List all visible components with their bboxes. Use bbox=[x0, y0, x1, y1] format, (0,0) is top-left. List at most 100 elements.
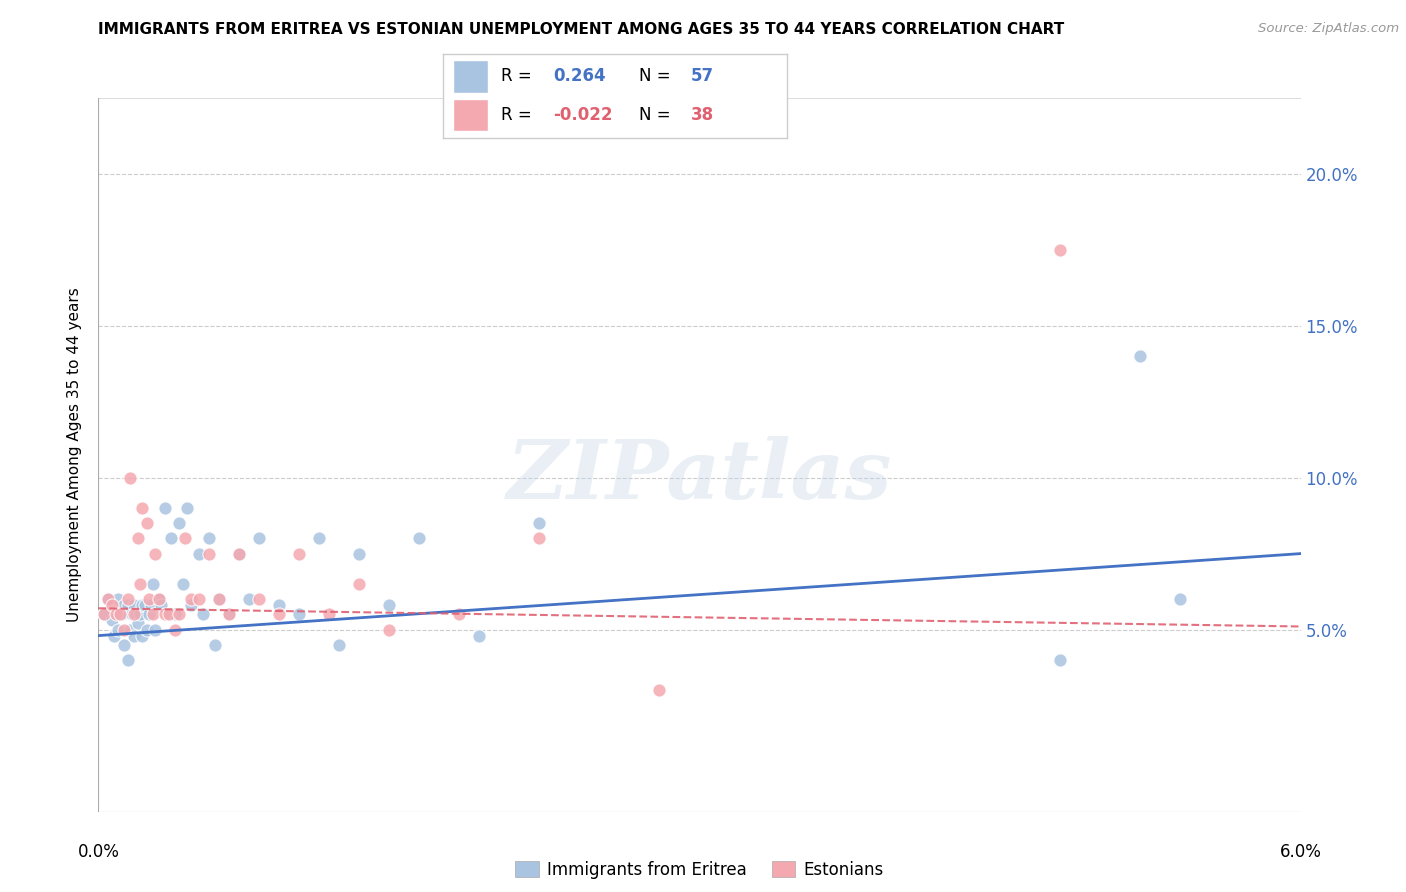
Point bbox=[111, 607, 134, 622]
Text: -0.022: -0.022 bbox=[553, 106, 613, 124]
Point bbox=[172, 577, 194, 591]
Text: ZIPatlas: ZIPatlas bbox=[506, 436, 893, 516]
Point bbox=[267, 599, 290, 613]
Y-axis label: Unemployment Among Ages 35 to 44 years: Unemployment Among Ages 35 to 44 years bbox=[67, 287, 83, 623]
FancyBboxPatch shape bbox=[453, 61, 488, 93]
Text: IMMIGRANTS FROM ERITREA VS ESTONIAN UNEMPLOYMENT AMONG AGES 35 TO 44 YEARS CORRE: IMMIGRANTS FROM ERITREA VS ESTONIAN UNEM… bbox=[98, 22, 1064, 37]
Point bbox=[129, 577, 152, 591]
Point bbox=[157, 607, 180, 622]
Text: 6.0%: 6.0% bbox=[1279, 843, 1322, 861]
Point bbox=[97, 592, 120, 607]
Point bbox=[101, 599, 124, 613]
Point bbox=[114, 623, 136, 637]
Point bbox=[143, 547, 166, 561]
Point bbox=[149, 599, 172, 613]
Point bbox=[128, 616, 150, 631]
Text: R =: R = bbox=[502, 68, 537, 86]
Point bbox=[197, 547, 219, 561]
Point bbox=[141, 607, 163, 622]
Point bbox=[141, 577, 163, 591]
Point bbox=[228, 547, 250, 561]
Point bbox=[138, 592, 160, 607]
Point bbox=[191, 607, 214, 622]
Point bbox=[139, 599, 162, 613]
Point bbox=[124, 629, 146, 643]
Point bbox=[238, 592, 260, 607]
Point bbox=[129, 607, 152, 622]
Point bbox=[228, 547, 250, 561]
FancyBboxPatch shape bbox=[453, 99, 488, 131]
Text: R =: R = bbox=[502, 106, 537, 124]
Point bbox=[176, 501, 198, 516]
Point bbox=[138, 607, 160, 622]
Point bbox=[134, 599, 156, 613]
Text: N =: N = bbox=[640, 68, 676, 86]
Point bbox=[110, 607, 132, 622]
Point bbox=[97, 592, 120, 607]
Point bbox=[163, 607, 186, 622]
Point bbox=[120, 471, 142, 485]
Text: 38: 38 bbox=[690, 106, 714, 124]
Point bbox=[347, 577, 370, 591]
Point bbox=[180, 599, 202, 613]
Point bbox=[529, 516, 551, 531]
Point bbox=[408, 532, 430, 546]
Point bbox=[378, 599, 401, 613]
Point bbox=[103, 629, 125, 643]
Point bbox=[114, 599, 136, 613]
Point bbox=[157, 607, 180, 622]
Point bbox=[208, 592, 231, 607]
Point bbox=[135, 623, 157, 637]
Point bbox=[107, 623, 129, 637]
Point bbox=[124, 599, 146, 613]
Point bbox=[131, 501, 153, 516]
Text: 0.264: 0.264 bbox=[553, 68, 606, 86]
Point bbox=[167, 607, 190, 622]
Point bbox=[131, 599, 153, 613]
Point bbox=[131, 629, 153, 643]
Text: N =: N = bbox=[640, 106, 676, 124]
Point bbox=[159, 532, 181, 546]
Point bbox=[197, 532, 219, 546]
Point bbox=[318, 607, 340, 622]
Point bbox=[378, 623, 401, 637]
Point bbox=[125, 607, 148, 622]
Point bbox=[218, 607, 240, 622]
Point bbox=[167, 516, 190, 531]
Point bbox=[288, 547, 311, 561]
Point bbox=[208, 592, 231, 607]
Point bbox=[447, 607, 470, 622]
Point bbox=[1049, 243, 1071, 257]
Point bbox=[101, 614, 124, 628]
Legend: Immigrants from Eritrea, Estonians: Immigrants from Eritrea, Estonians bbox=[509, 855, 890, 886]
Point bbox=[347, 547, 370, 561]
Point bbox=[529, 532, 551, 546]
Point bbox=[648, 683, 671, 698]
Point bbox=[180, 592, 202, 607]
Point bbox=[120, 623, 142, 637]
Point bbox=[1049, 653, 1071, 667]
Point bbox=[153, 607, 176, 622]
Point bbox=[117, 592, 139, 607]
Point bbox=[105, 607, 128, 622]
Point bbox=[114, 638, 136, 652]
Point bbox=[124, 607, 146, 622]
Point bbox=[93, 607, 115, 622]
Point bbox=[153, 501, 176, 516]
Point bbox=[218, 607, 240, 622]
Point bbox=[288, 607, 311, 622]
Point bbox=[1170, 592, 1192, 607]
Point bbox=[328, 638, 350, 652]
Point bbox=[267, 607, 290, 622]
Point bbox=[468, 629, 491, 643]
Text: 57: 57 bbox=[690, 68, 714, 86]
Point bbox=[128, 532, 150, 546]
Point bbox=[247, 532, 270, 546]
Point bbox=[135, 516, 157, 531]
Point bbox=[1129, 349, 1152, 363]
Point bbox=[148, 592, 170, 607]
Point bbox=[143, 623, 166, 637]
Point bbox=[247, 592, 270, 607]
Text: 0.0%: 0.0% bbox=[77, 843, 120, 861]
Point bbox=[187, 547, 209, 561]
